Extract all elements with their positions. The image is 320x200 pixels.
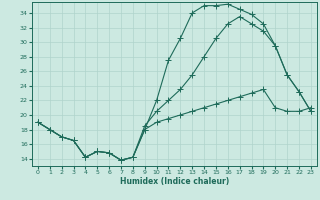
- X-axis label: Humidex (Indice chaleur): Humidex (Indice chaleur): [120, 177, 229, 186]
